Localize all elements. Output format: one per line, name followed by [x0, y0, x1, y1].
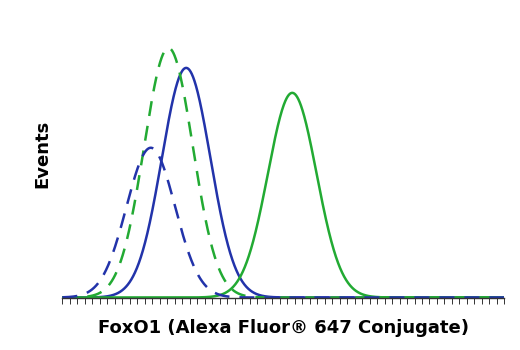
Y-axis label: Events: Events	[33, 120, 51, 188]
X-axis label: FoxO1 (Alexa Fluor® 647 Conjugate): FoxO1 (Alexa Fluor® 647 Conjugate)	[98, 319, 469, 337]
